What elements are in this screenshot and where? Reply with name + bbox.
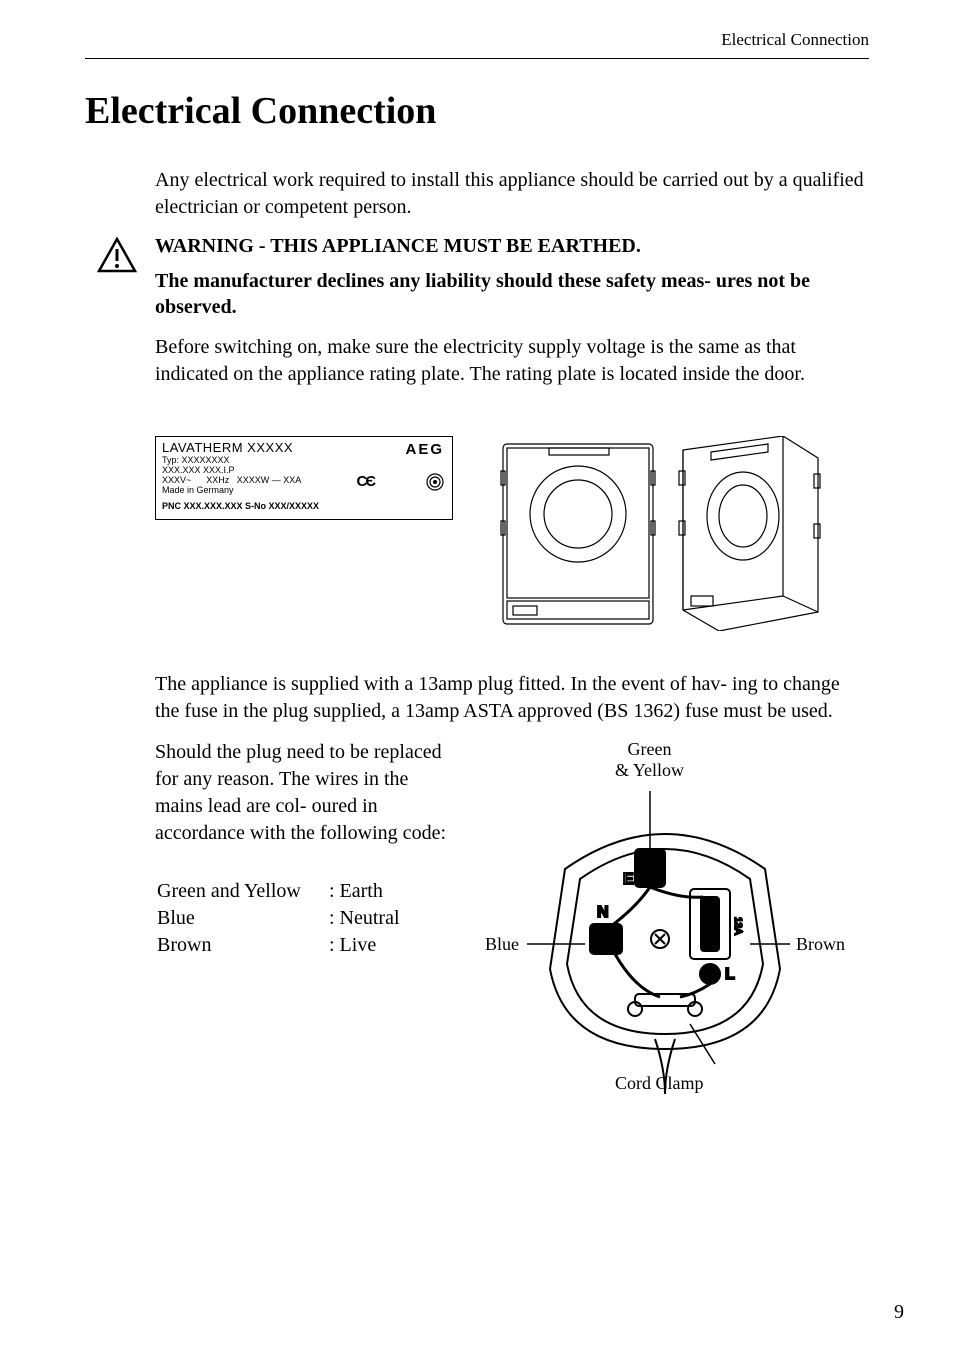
- rating-plate-brand: AEG: [405, 441, 444, 458]
- plug-label-live: Brown: [796, 934, 845, 955]
- table-row: Blue: Neutral: [157, 906, 400, 931]
- appliance-drawing: [493, 436, 823, 631]
- fuse-paragraph: The appliance is supplied with a 13amp p…: [155, 671, 869, 725]
- warning-triangle-icon: [97, 237, 137, 273]
- plug-label-neutral: Blue: [485, 934, 519, 955]
- rating-plate-made: Made in Germany: [162, 485, 446, 495]
- warning-heading: WARNING - THIS APPLIANCE MUST BE EARTHED…: [155, 235, 869, 258]
- header-rule: [85, 58, 869, 59]
- table-row: Brown: Live: [157, 933, 400, 958]
- rating-plate-code: XXX.XXX XXX.I.P: [162, 465, 446, 475]
- rating-plate-specs: XXXV~ XXHz XXXXW — XXA: [162, 475, 446, 485]
- plug-label-earth: Green & Yellow: [615, 739, 684, 781]
- rating-plate-model: LAVATHERM XXXXX: [162, 440, 446, 455]
- table-row: Green and Yellow: Earth: [157, 879, 400, 904]
- plug-diagram: Green & Yellow Blue Brown Cord Clamp: [485, 739, 845, 1094]
- woolmark-icon: [426, 473, 444, 496]
- svg-text:N: N: [597, 904, 609, 921]
- warning-subtext: The manufacturer declines any liability …: [155, 268, 869, 320]
- ce-mark-icon: CЄ: [356, 473, 374, 490]
- running-head: Electrical Connection: [85, 30, 869, 50]
- rating-plate-pnc: PNC XXX.XXX.XXX S-No XXX/XXXXX: [162, 501, 446, 511]
- plug-label-cordclamp: Cord Clamp: [615, 1073, 704, 1094]
- rating-plate-figure: LAVATHERM XXXXX Typ: XXXXXXXX XXX.XXX XX…: [155, 436, 453, 520]
- page-title: Electrical Connection: [85, 89, 869, 133]
- rating-plate-typ: Typ: XXXXXXXX: [162, 455, 446, 465]
- voltage-paragraph: Before switching on, make sure the elect…: [155, 334, 869, 388]
- intro-paragraph: Any electrical work required to install …: [155, 167, 869, 221]
- plug-paragraph: Should the plug need to be replaced for …: [155, 739, 455, 847]
- svg-text:13A: 13A: [732, 917, 743, 935]
- wire-color-table: Green and Yellow: Earth Blue: Neutral Br…: [155, 877, 402, 960]
- svg-text:E: E: [623, 871, 634, 888]
- svg-text:L: L: [725, 966, 735, 983]
- page-number: 9: [894, 1301, 904, 1324]
